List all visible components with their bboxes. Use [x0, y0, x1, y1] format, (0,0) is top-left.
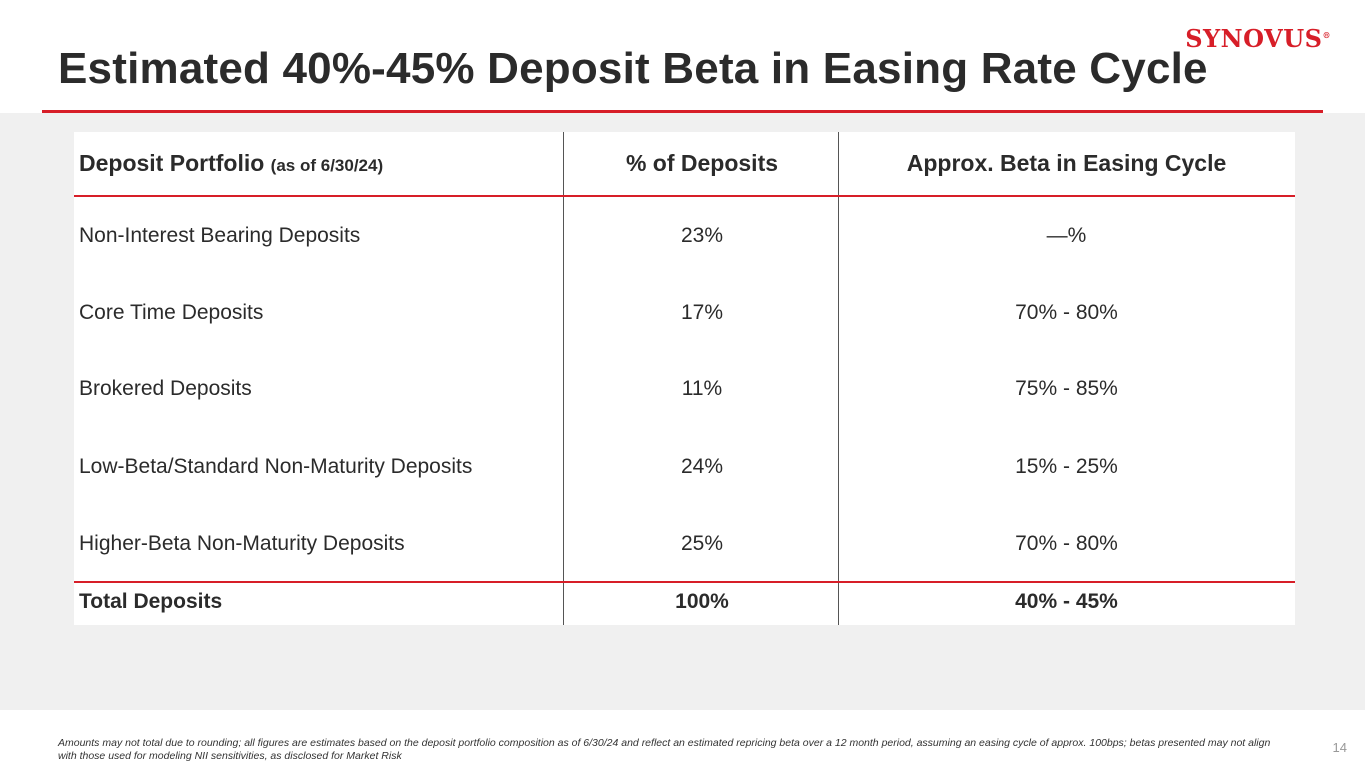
- row-beta: 70% - 80%: [1015, 301, 1118, 324]
- header-pct-deposits: % of Deposits: [625, 150, 779, 176]
- total-label: Total Deposits: [79, 590, 223, 613]
- row-beta: 15% - 25%: [1015, 455, 1118, 478]
- header-divider: [74, 195, 1295, 197]
- deposit-beta-table: Deposit Portfolio (as of 6/30/24) % of D…: [74, 132, 1295, 625]
- row-label: Core Time Deposits: [79, 301, 264, 324]
- total-divider: [74, 581, 1295, 583]
- header-deposit-portfolio: Deposit Portfolio (as of 6/30/24): [79, 150, 383, 177]
- logo-text: SYNOVUS: [1185, 24, 1323, 53]
- row-pct: 17%: [680, 301, 724, 324]
- row-label: Low-Beta/Standard Non-Maturity Deposits: [79, 455, 473, 478]
- total-pct: 100%: [675, 590, 729, 613]
- total-beta: 40% - 45%: [1015, 590, 1118, 613]
- page-number: 14: [1332, 740, 1347, 755]
- row-beta: 70% - 80%: [1015, 532, 1118, 555]
- slide-header: Estimated 40%-45% Deposit Beta in Easing…: [0, 0, 1365, 112]
- row-label: Brokered Deposits: [79, 377, 252, 400]
- row-label: Higher-Beta Non-Maturity Deposits: [79, 532, 405, 555]
- row-beta: —%: [1046, 224, 1087, 247]
- registered-mark: ®: [1322, 30, 1331, 40]
- column-divider-2: [838, 132, 839, 625]
- column-divider-1: [563, 132, 564, 625]
- header-col1-label: Deposit Portfolio: [79, 150, 265, 176]
- row-pct: 25%: [680, 532, 724, 555]
- header-col1-note: (as of 6/30/24): [270, 156, 384, 175]
- row-beta: 75% - 85%: [1015, 377, 1118, 400]
- row-pct: 24%: [680, 455, 724, 478]
- synovus-logo: SYNOVUS®: [1185, 24, 1331, 53]
- slide-title: Estimated 40%-45% Deposit Beta in Easing…: [58, 44, 1208, 93]
- row-pct: 23%: [680, 224, 724, 247]
- header-approx-beta: Approx. Beta in Easing Cycle: [906, 150, 1227, 176]
- footnote: Amounts may not total due to rounding; a…: [58, 737, 1271, 762]
- row-label: Non-Interest Bearing Deposits: [79, 224, 361, 247]
- title-divider: [42, 110, 1323, 113]
- row-pct: 11%: [681, 377, 723, 400]
